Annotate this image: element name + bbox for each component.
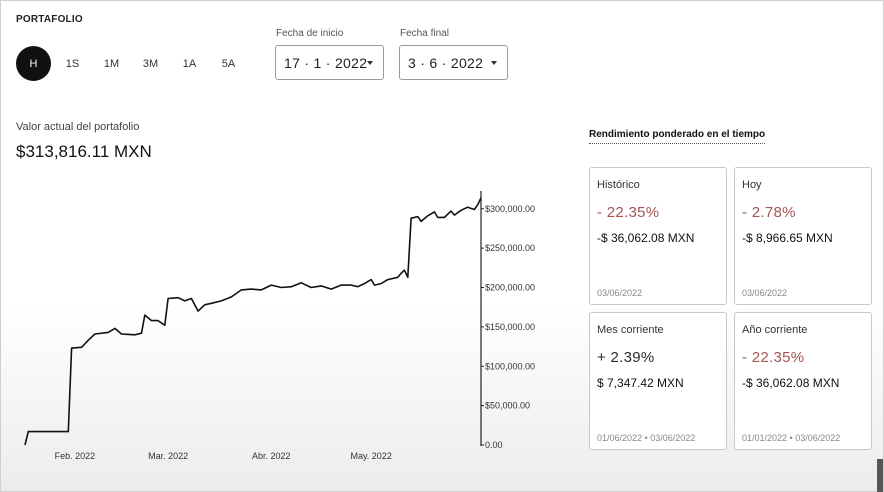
twr-card-hoy: Hoy - 2.78% -$ 8,966.65 MXN 03/06/2022: [734, 167, 872, 305]
end-date-label: Fecha final: [400, 28, 449, 39]
period-button-1s[interactable]: 1S: [65, 57, 80, 70]
end-date-value: 3 · 6 · 2022: [408, 54, 484, 71]
card-amount: -$ 36,062.08 MXN: [597, 231, 695, 245]
portfolio-value-label: Valor actual del portafolio: [16, 121, 140, 133]
period-button-5a[interactable]: 5A: [221, 57, 236, 70]
y-tick-label: $150,000.00: [485, 322, 535, 332]
chevron-down-icon: [491, 61, 497, 65]
twr-card-ano-corriente: Año corriente - 22.35% -$ 36,062.08 MXN …: [734, 312, 872, 450]
twr-card-mes-corriente: Mes corriente + 2.39% $ 7,347.42 MXN 01/…: [589, 312, 727, 450]
period-button-3m[interactable]: 3M: [142, 57, 159, 70]
card-amount: $ 7,347.42 MXN: [597, 376, 684, 390]
period-button-1m[interactable]: 1M: [103, 57, 120, 70]
card-percent: - 2.78%: [742, 204, 796, 221]
card-amount: -$ 8,966.65 MXN: [742, 231, 833, 245]
x-tick-label: Abr. 2022: [252, 451, 291, 461]
x-tick-label: May. 2022: [350, 451, 391, 461]
chevron-down-icon: [367, 61, 373, 65]
y-tick-label: $250,000.00: [485, 243, 535, 253]
card-date: 01/01/2022 • 03/06/2022: [742, 433, 841, 443]
scrollbar[interactable]: [877, 459, 883, 492]
period-button-h[interactable]: H: [16, 46, 51, 81]
series-line: [24, 197, 482, 446]
twr-title: Rendimiento ponderado en el tiempo: [589, 129, 766, 144]
y-tick-label: $100,000.00: [485, 361, 535, 371]
period-selector: H 1S 1M 3M 1A 5A: [16, 46, 250, 81]
card-percent: - 22.35%: [742, 349, 805, 366]
start-date-value: 17 · 1 · 2022: [284, 54, 368, 71]
card-label: Histórico: [597, 179, 640, 191]
card-label: Año corriente: [742, 324, 808, 336]
card-percent: - 22.35%: [597, 204, 660, 221]
card-percent: + 2.39%: [597, 349, 655, 366]
x-tick-label: Feb. 2022: [55, 451, 96, 461]
card-date: 03/06/2022: [742, 288, 788, 298]
start-date-select[interactable]: 17 · 1 · 2022: [275, 45, 384, 80]
portfolio-chart: 0.00 $50,000.00 $100,000.00 $150,000.00 $200…: [24, 191, 535, 461]
card-date: 03/06/2022: [597, 288, 643, 298]
card-date: 01/06/2022 • 03/06/2022: [597, 433, 696, 443]
portfolio-value: $313,816.11 MXN: [16, 142, 152, 161]
end-date-select[interactable]: 3 · 6 · 2022: [399, 45, 508, 80]
period-button-1a[interactable]: 1A: [182, 57, 197, 70]
y-tick-label: $50,000.00: [485, 401, 530, 411]
card-amount: -$ 36,062.08 MXN: [742, 376, 840, 390]
card-label: Hoy: [742, 179, 762, 191]
y-tick-label: $200,000.00: [485, 283, 535, 293]
card-label: Mes corriente: [597, 324, 664, 336]
page-title: PORTAFOLIO: [16, 14, 83, 25]
start-date-label: Fecha de inicio: [276, 28, 344, 39]
x-tick-label: Mar. 2022: [148, 451, 188, 461]
twr-card-historico: Histórico - 22.35% -$ 36,062.08 MXN 03/0…: [589, 167, 727, 305]
y-tick-label: 0.00: [485, 440, 503, 450]
y-tick-label: $300,000.00: [485, 204, 535, 214]
